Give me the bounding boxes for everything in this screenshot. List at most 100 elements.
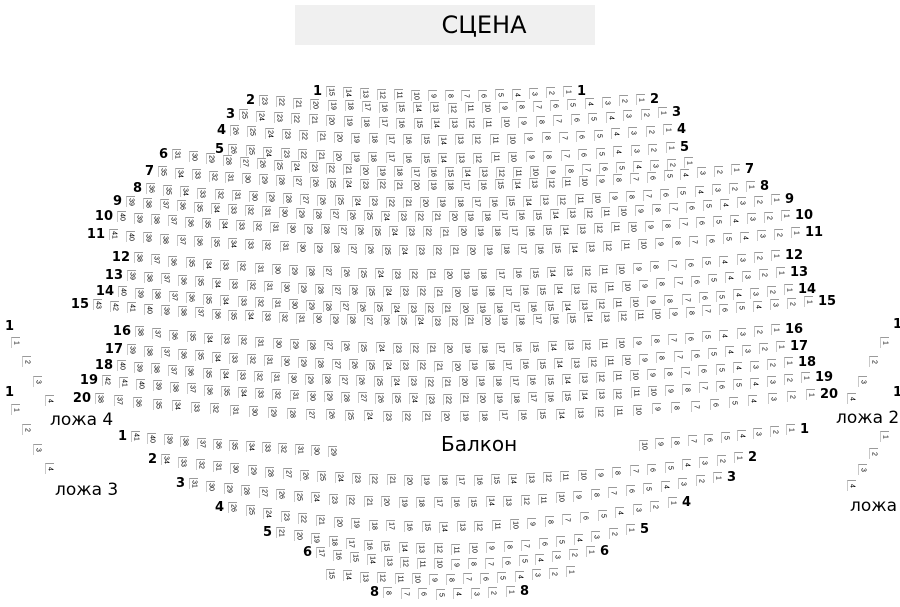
- parter-seat[interactable]: 19: [494, 393, 504, 405]
- balcony-seat[interactable]: 30: [206, 480, 216, 492]
- parter-seat[interactable]: 9: [518, 116, 528, 128]
- parter-seat[interactable]: 11: [612, 371, 622, 383]
- parter-seat[interactable]: 16: [527, 375, 537, 387]
- balcony-seat[interactable]: 15: [421, 521, 431, 533]
- parter-seat[interactable]: 18: [482, 210, 492, 222]
- parter-seat[interactable]: 38: [152, 289, 162, 301]
- parter-seat[interactable]: 15: [396, 102, 406, 114]
- parter-seat[interactable]: 30: [288, 299, 298, 311]
- balcony-seat[interactable]: 33: [178, 456, 188, 468]
- parter-seat[interactable]: 39: [126, 196, 135, 207]
- box-seat[interactable]: 1: [11, 337, 20, 348]
- parter-seat[interactable]: 10: [622, 354, 632, 366]
- parter-seat[interactable]: 31: [271, 298, 281, 310]
- balcony-seat[interactable]: 20: [333, 516, 343, 528]
- parter-seat[interactable]: 22: [432, 245, 442, 256]
- parter-seat[interactable]: 4: [749, 377, 759, 389]
- parter-seat[interactable]: 8: [671, 402, 681, 414]
- parter-seat[interactable]: 26: [228, 144, 237, 155]
- parter-seat[interactable]: 19: [351, 132, 361, 144]
- parter-seat[interactable]: 10: [647, 386, 657, 398]
- parter-seat[interactable]: 15: [562, 391, 572, 402]
- parter-seat[interactable]: 9: [608, 192, 618, 204]
- parter-seat[interactable]: 5: [715, 290, 725, 302]
- balcony-seat[interactable]: 15: [381, 541, 390, 553]
- parter-seat[interactable]: 1: [771, 194, 780, 205]
- parter-seat[interactable]: 19: [350, 151, 360, 163]
- parter-seat[interactable]: 17: [471, 196, 481, 208]
- parter-seat[interactable]: 33: [220, 334, 230, 346]
- parter-seat[interactable]: 4: [719, 255, 729, 267]
- parter-seat[interactable]: 4: [632, 161, 642, 173]
- parter-seat[interactable]: 6: [705, 234, 715, 246]
- parter-seat[interactable]: 13: [540, 195, 550, 207]
- parter-seat[interactable]: 7: [669, 202, 679, 214]
- box-seat[interactable]: 4: [847, 393, 856, 404]
- parter-seat[interactable]: 14: [583, 312, 593, 324]
- parter-seat[interactable]: 5: [712, 215, 722, 227]
- balcony-seat[interactable]: 3: [699, 457, 709, 469]
- balcony-seat[interactable]: 15: [326, 569, 335, 580]
- parter-seat[interactable]: 2: [786, 391, 796, 403]
- parter-seat[interactable]: 7: [698, 382, 708, 394]
- parter-seat[interactable]: 11: [634, 309, 644, 321]
- parter-seat[interactable]: 2: [766, 358, 776, 370]
- parter-seat[interactable]: 17: [502, 285, 512, 297]
- parter-seat[interactable]: 16: [512, 268, 522, 280]
- parter-seat[interactable]: 11: [610, 222, 620, 234]
- parter-seat[interactable]: 16: [517, 409, 527, 421]
- balcony-seat[interactable]: 18: [368, 519, 378, 531]
- parter-seat[interactable]: 5: [722, 233, 732, 245]
- parter-seat[interactable]: 23: [400, 360, 410, 372]
- parter-seat[interactable]: 31: [270, 222, 280, 234]
- parter-seat[interactable]: 5: [715, 363, 725, 375]
- parter-seat[interactable]: 33: [229, 279, 239, 291]
- parter-seat[interactable]: 27: [331, 358, 341, 370]
- parter-seat[interactable]: 30: [242, 173, 252, 185]
- parter-seat[interactable]: 22: [299, 130, 309, 142]
- parter-seat[interactable]: 13: [575, 407, 585, 419]
- parter-seat[interactable]: 25: [372, 225, 382, 237]
- parter-seat[interactable]: 9: [639, 279, 649, 291]
- parter-seat[interactable]: 12: [581, 265, 591, 277]
- parter-seat[interactable]: 5: [703, 200, 713, 212]
- parter-seat[interactable]: 4: [611, 128, 621, 140]
- balcony-seat[interactable]: 13: [456, 521, 466, 533]
- parter-seat[interactable]: 6: [695, 217, 705, 229]
- balcony-seat[interactable]: 12: [543, 472, 552, 484]
- parter-seat[interactable]: 28: [283, 193, 293, 205]
- parter-seat[interactable]: 14: [547, 267, 557, 279]
- parter-seat[interactable]: 23: [392, 268, 402, 280]
- parter-seat[interactable]: 23: [425, 393, 435, 405]
- parter-seat[interactable]: 22: [276, 96, 286, 108]
- parter-seat[interactable]: 25: [245, 145, 255, 157]
- parter-seat[interactable]: 35: [186, 331, 196, 343]
- parter-seat[interactable]: 29: [304, 223, 314, 235]
- parter-seat[interactable]: 27: [300, 193, 310, 205]
- parter-seat[interactable]: 34: [203, 332, 213, 344]
- parter-seat[interactable]: 6: [698, 365, 708, 377]
- parter-seat[interactable]: 10: [637, 239, 647, 251]
- parter-seat[interactable]: 20: [477, 393, 487, 405]
- parter-seat[interactable]: 9: [498, 101, 508, 113]
- parter-seat[interactable]: 18: [485, 286, 495, 298]
- balcony-seat[interactable]: 25: [245, 505, 255, 517]
- parter-seat[interactable]: 25: [363, 210, 373, 222]
- parter-seat[interactable]: 25: [239, 109, 248, 120]
- balcony-seat[interactable]: 16: [473, 474, 483, 486]
- balcony-seat[interactable]: 14: [439, 521, 449, 533]
- parter-seat[interactable]: 28: [275, 175, 285, 187]
- parter-seat[interactable]: 2: [758, 268, 768, 280]
- balcony-seat[interactable]: 23: [328, 493, 338, 505]
- parter-seat[interactable]: 38: [95, 393, 104, 404]
- parter-seat[interactable]: 2: [666, 158, 676, 170]
- parter-seat[interactable]: 29: [267, 406, 277, 418]
- parter-seat[interactable]: 39: [160, 304, 170, 316]
- parter-seat[interactable]: 9: [647, 369, 657, 381]
- parter-seat[interactable]: 24: [390, 376, 400, 388]
- parter-seat[interactable]: 40: [117, 360, 126, 371]
- balcony-seat[interactable]: 4: [660, 480, 670, 492]
- parter-seat[interactable]: 28: [340, 391, 350, 403]
- parter-seat[interactable]: 32: [246, 280, 256, 292]
- balcony-seat[interactable]: 9: [486, 542, 495, 554]
